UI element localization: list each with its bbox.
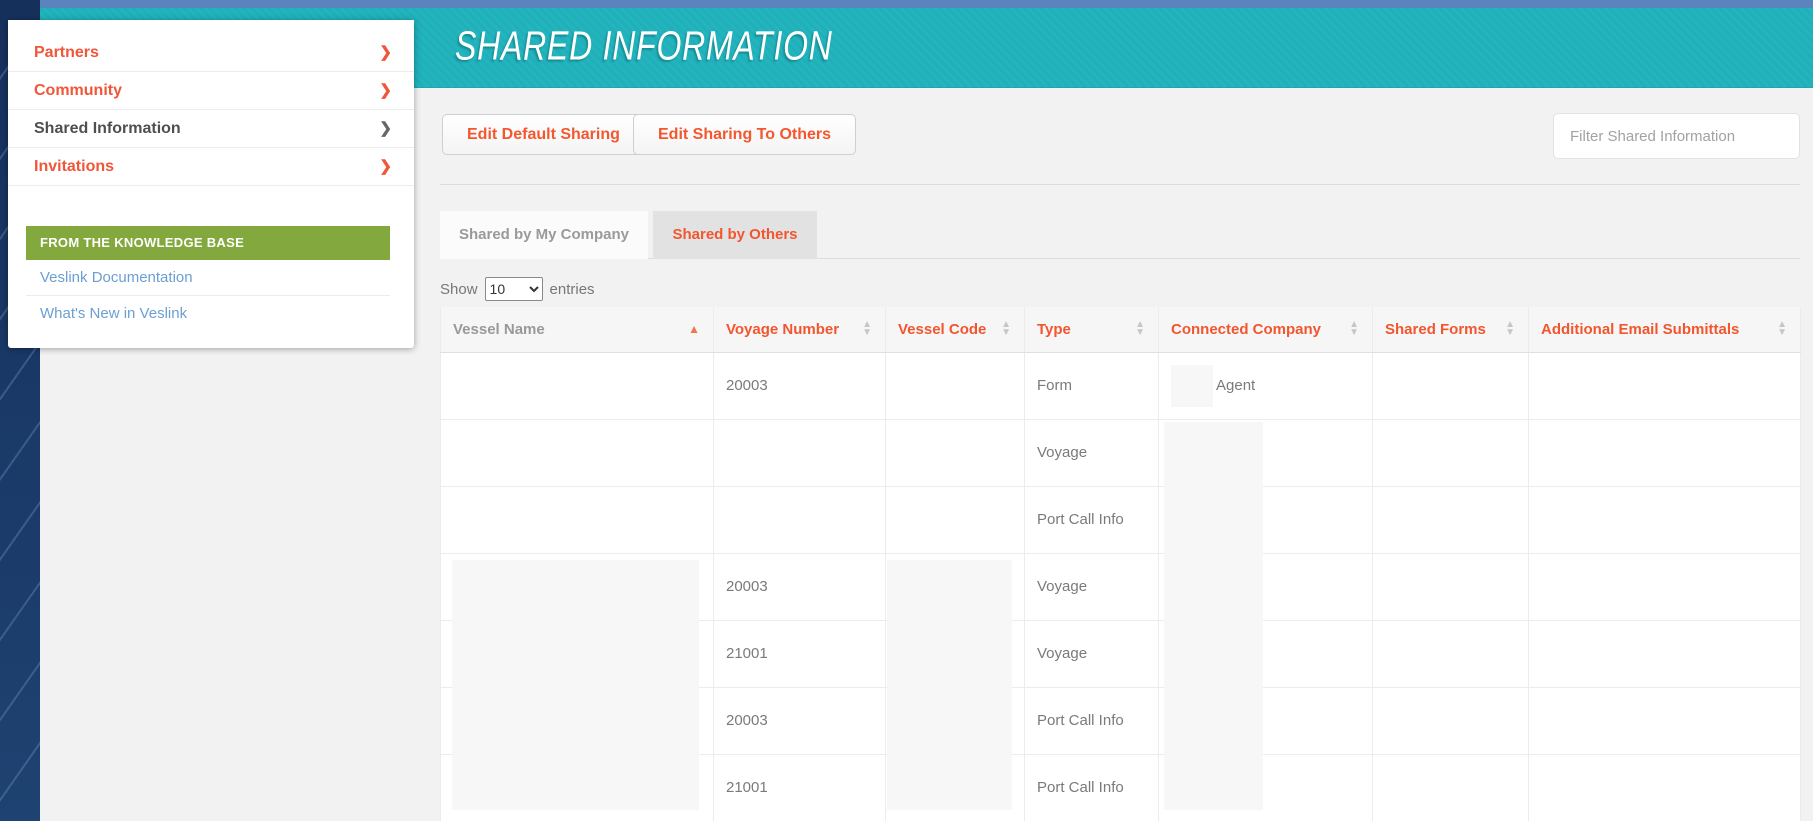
page-title: SHARED INFORMATION [455,22,833,69]
column-label: Connected Company [1171,320,1322,338]
link-whats-new-in-veslink[interactable]: What's New in Veslink [40,305,188,322]
column-header-additional-email-submittals[interactable]: Additional Email Submittals ▲ ▼ [1528,307,1801,353]
sort-icon: ▲ ▼ [1777,319,1787,339]
entries-label: entries [549,280,595,298]
chevron-right-icon: ❯ [379,120,392,137]
redacted-connected-company-block [1164,422,1263,810]
column-header-vessel-code[interactable]: Vessel Code ▲ ▼ [885,307,1025,353]
page-size-select[interactable]: 10 [484,277,543,301]
page-size-control: Show 10 entries [440,276,595,302]
column-header-shared-forms[interactable]: Shared Forms ▲ ▼ [1372,307,1529,353]
table-header-row: Vessel Name ▲ Voyage Number ▲ ▼ Vessel Co… [440,307,1801,353]
edit-default-sharing-button[interactable]: Edit Default Sharing [442,114,645,155]
knowledge-base-banner: FROM THE KNOWLEDGE BASE [26,226,390,260]
column-label: Vessel Code [898,320,987,338]
sidebar-item-label: Community [34,82,122,99]
column-header-connected-company[interactable]: Connected Company ▲ ▼ [1158,307,1373,353]
sort-icon: ▲ ▼ [1349,319,1359,339]
sidebar-item-label: Shared Information [34,120,181,137]
column-label: Type [1037,320,1071,338]
sidebar-item-invitations[interactable]: Invitations ❯ [8,148,414,186]
table-row[interactable]: Port Call Info [440,486,1801,554]
sidebar-item-community[interactable]: Community ❯ [8,72,414,110]
chevron-right-icon: ❯ [379,44,392,61]
column-label: Voyage Number [726,320,840,338]
table-row[interactable]: 20003 Form Agent [440,352,1801,420]
redacted-vessel-code-block [887,560,1012,810]
sort-icon: ▲ ▼ [1135,319,1145,339]
redacted-company-block [1171,364,1213,407]
toolbar-divider [440,184,1800,185]
column-label: Shared Forms [1385,320,1486,338]
redacted-vessel-name-block [452,560,699,810]
column-label: Additional Email Submittals [1541,320,1740,338]
filter-shared-information-input[interactable] [1553,113,1800,159]
tabs-divider [440,258,1800,259]
column-header-type[interactable]: Type ▲ ▼ [1024,307,1159,353]
sort-icon: ▲ ▼ [862,319,872,339]
sidebar-item-label: Invitations [34,158,115,175]
column-header-voyage-number[interactable]: Voyage Number ▲ ▼ [713,307,886,353]
sort-icon: ▲ ▼ [1001,319,1011,339]
sidebar-item-shared-information[interactable]: Shared Information ❯ [8,110,414,148]
link-veslink-documentation[interactable]: Veslink Documentation [26,260,390,296]
chevron-right-icon: ❯ [379,82,392,99]
sort-icon: ▲ ▼ [1505,319,1515,339]
chevron-right-icon: ❯ [379,158,392,175]
table-row[interactable]: Voyage [440,419,1801,487]
tab-shared-by-my-company[interactable]: Shared by My Company [440,211,648,259]
tab-shared-by-others[interactable]: Shared by Others [653,211,817,259]
connected-company-value: Agent [1216,377,1256,394]
edit-sharing-to-others-button[interactable]: Edit Sharing To Others [633,114,857,155]
top-blue-strip [40,0,1813,8]
column-label: Vessel Name [453,320,545,338]
sidebar-panel: Partners ❯ Community ❯ Shared Informatio… [8,20,414,348]
sidebar-item-partners[interactable]: Partners ❯ [8,34,414,72]
sort-ascending-icon: ▲ [688,322,700,337]
sidebar-item-label: Partners [34,44,99,61]
show-label: Show [440,280,478,298]
column-header-vessel-name[interactable]: Vessel Name ▲ [440,307,714,353]
